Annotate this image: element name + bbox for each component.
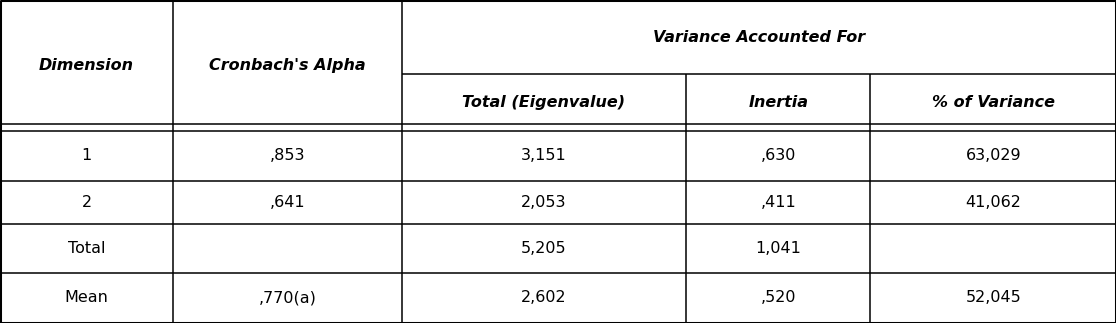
Text: 2,053: 2,053 [521, 195, 567, 210]
Text: Inertia: Inertia [749, 95, 808, 110]
Text: 1,041: 1,041 [756, 241, 801, 256]
Text: Cronbach's Alpha: Cronbach's Alpha [209, 58, 366, 73]
Text: 41,062: 41,062 [965, 195, 1021, 210]
Text: Total: Total [68, 241, 105, 256]
Text: 2: 2 [81, 195, 92, 210]
Text: 5,205: 5,205 [521, 241, 567, 256]
Text: Total (Eigenvalue): Total (Eigenvalue) [462, 95, 626, 110]
Text: ,630: ,630 [761, 148, 796, 163]
Text: ,641: ,641 [270, 195, 305, 210]
Text: Dimension: Dimension [39, 58, 134, 73]
Text: ,411: ,411 [760, 195, 797, 210]
Text: 3,151: 3,151 [521, 148, 567, 163]
Text: 63,029: 63,029 [965, 148, 1021, 163]
Text: ,520: ,520 [761, 290, 796, 306]
Text: ,770(a): ,770(a) [259, 290, 316, 306]
Text: Mean: Mean [65, 290, 108, 306]
Text: % of Variance: % of Variance [932, 95, 1055, 110]
Text: 2,602: 2,602 [521, 290, 567, 306]
Text: 52,045: 52,045 [965, 290, 1021, 306]
Text: 1: 1 [81, 148, 92, 163]
Text: ,853: ,853 [270, 148, 305, 163]
Text: Variance Accounted For: Variance Accounted For [653, 30, 865, 45]
